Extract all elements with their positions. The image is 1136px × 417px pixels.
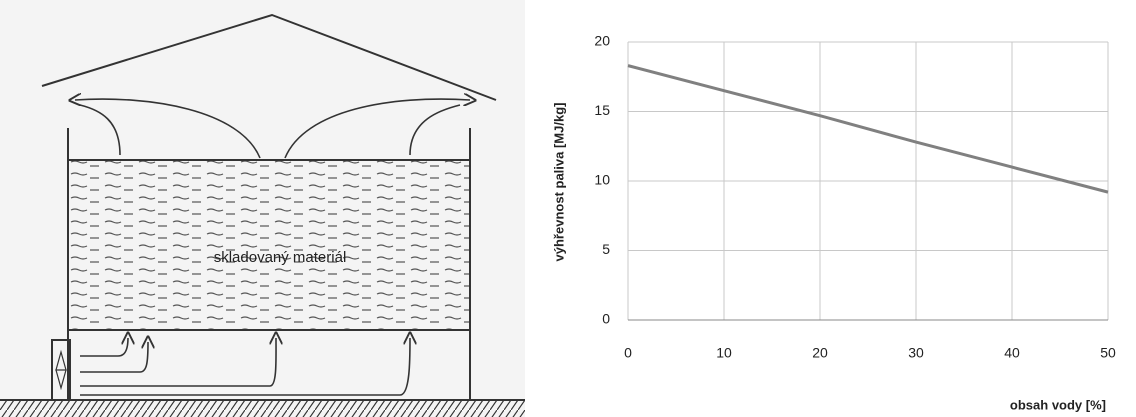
y-tick-label: 20 [594, 33, 610, 49]
x-tick-label: 10 [716, 345, 732, 361]
page: skladovaný materiál obsah vody [%] výhře… [0, 0, 1136, 417]
x-tick-label: 40 [1004, 345, 1020, 361]
x-tick-label: 50 [1100, 345, 1116, 361]
y-axis-label: výhřevnost paliva [MJ/kg] [551, 103, 566, 262]
y-tick-label: 10 [594, 172, 610, 188]
x-tick-label: 20 [812, 345, 828, 361]
material [68, 160, 470, 330]
diagram-label: skladovaný materiál [214, 249, 347, 266]
x-axis-label: obsah vody [%] [1010, 397, 1106, 412]
x-tick-label: 0 [624, 345, 632, 361]
y-tick-label: 15 [594, 102, 610, 118]
storage-diagram [0, 0, 525, 417]
data-line [628, 66, 1108, 192]
y-tick-label: 0 [602, 311, 610, 327]
ground-hatch [0, 401, 525, 417]
y-tick-label: 5 [602, 241, 610, 257]
x-tick-label: 30 [908, 345, 924, 361]
